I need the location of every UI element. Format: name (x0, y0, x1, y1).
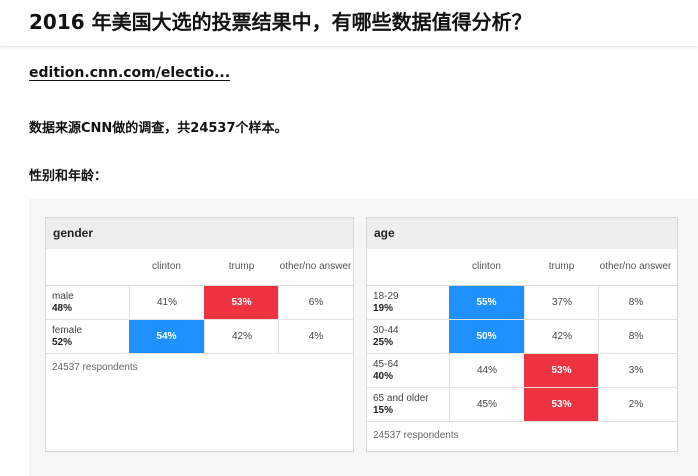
cell-trump-winner: 53% (524, 388, 599, 421)
row-share: 48% (52, 303, 73, 314)
cell-other: 6% (278, 286, 353, 319)
row-label: female 52% (52, 325, 82, 349)
table-row: 30-44 25% 50% 42% 8% (367, 320, 677, 354)
gender-table: gender clinton trump other/no answer mal… (45, 217, 354, 452)
page-header: 2016 年美国大选的投票结果中，有哪些数据值得分析？ (0, 0, 698, 46)
source-note: 数据来源CNN做的调查，共24537个样本。 (29, 121, 288, 136)
respondents-count: 24537 respondents (52, 362, 138, 373)
table-row: male 48% 41% 53% 6% (46, 286, 353, 320)
cell-clinton: 45% (449, 388, 524, 421)
age-table-title: age (367, 218, 677, 249)
row-label: 65 and older 15% (373, 393, 429, 417)
age-col-trump: trump (548, 261, 575, 272)
cell-clinton-winner: 50% (449, 320, 524, 353)
cell-trump: 42% (204, 320, 279, 353)
row-label-text: male (52, 291, 74, 302)
row-label: male 48% (52, 291, 74, 315)
row-share: 25% (373, 337, 394, 348)
cell-trump: 42% (524, 320, 599, 353)
gender-col-clinton: clinton (152, 261, 181, 272)
cell-other: 8% (598, 286, 673, 319)
row-label-text: 30-44 (373, 325, 399, 336)
age-col-clinton: clinton (472, 261, 501, 272)
row-label: 30-44 25% (373, 325, 399, 349)
row-share: 19% (373, 303, 394, 314)
row-share: 40% (373, 371, 394, 382)
row-label-text: female (52, 325, 83, 336)
row-label-text: 45-64 (373, 359, 399, 370)
question-title: 2016 年美国大选的投票结果中，有哪些数据值得分析？ (29, 10, 532, 34)
cell-clinton-winner: 55% (449, 286, 524, 319)
cell-clinton: 41% (129, 286, 204, 319)
row-label: 18-29 19% (373, 291, 399, 315)
source-link[interactable]: edition.cnn.com/electio... (29, 65, 231, 81)
gender-col-trump: trump (228, 261, 255, 272)
row-label-text: 65 and older (373, 393, 429, 404)
cell-trump-winner: 53% (524, 354, 599, 387)
cell-clinton: 44% (449, 354, 524, 387)
age-col-other: other/no answer (599, 261, 672, 272)
gender-column-headers: clinton trump other/no answer (46, 249, 353, 286)
cell-other: 8% (598, 320, 673, 353)
gender-col-other: other/no answer (279, 261, 352, 272)
cell-other: 4% (278, 320, 353, 353)
table-row: female 52% 54% 42% 4% (46, 320, 353, 354)
age-column-headers: clinton trump other/no answer (367, 249, 677, 286)
cell-trump: 37% (524, 286, 599, 319)
cell-other: 3% (598, 354, 673, 387)
row-label: 45-64 40% (373, 359, 399, 383)
cell-other: 2% (598, 388, 673, 421)
row-share: 52% (52, 337, 73, 348)
exit-poll-image: gender clinton trump other/no answer mal… (29, 199, 698, 476)
table-row: 65 and older 15% 45% 53% 2% (367, 388, 677, 422)
row-share: 15% (373, 405, 394, 416)
cell-trump-winner: 53% (204, 286, 279, 319)
gender-table-title: gender (46, 218, 353, 249)
age-table: age clinton trump other/no answer 18-29 … (366, 217, 678, 452)
section-label: 性别和年龄： (29, 169, 108, 184)
table-row: 18-29 19% 55% 37% 8% (367, 286, 677, 320)
row-label-text: 18-29 (373, 291, 399, 302)
cell-clinton-winner: 54% (129, 320, 204, 353)
respondents-count: 24537 respondents (373, 430, 459, 441)
table-row: 45-64 40% 44% 53% 3% (367, 354, 677, 388)
